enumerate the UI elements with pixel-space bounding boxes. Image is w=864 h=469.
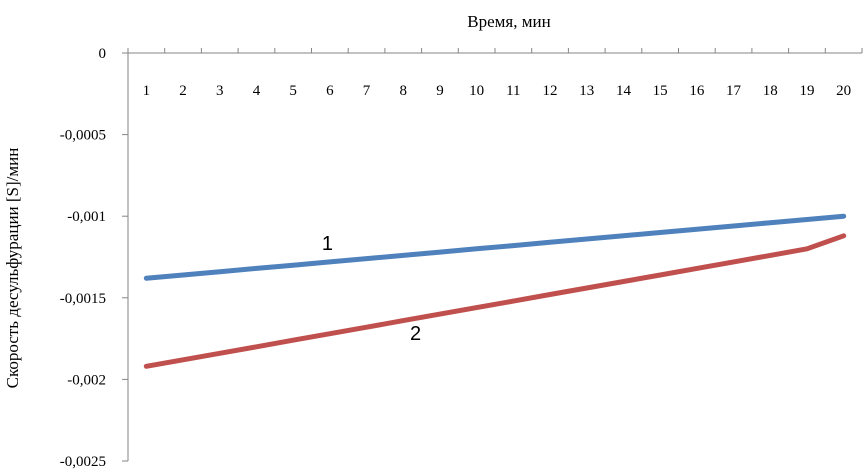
x-axis-ticks: 1 2 3 4 5 6 7 8 9 10 11 12 13 14 15 16 17 18 19 20 [127, 48, 863, 99]
x-tick-label: 16 [689, 83, 705, 99]
y-axis-title: Скорость десульфурации [S]/мин [3, 148, 22, 389]
y-tick-label: -0,0015 [60, 291, 106, 307]
x-tick-label: 12 [543, 83, 558, 99]
y-tick-label: -0,002 [67, 372, 106, 388]
x-tick-label: 7 [363, 83, 371, 99]
x-tick-label: 6 [326, 83, 334, 99]
series-lines [143, 213, 847, 369]
curve-labels: 12 [322, 233, 421, 345]
y-axis-ticks: 0 -0,0005 -0,001 -0,0015 -0,002 -0,0025 [60, 46, 128, 469]
x-tick-label: 9 [436, 83, 444, 99]
series-line-2 [143, 233, 847, 369]
x-tick-label: 13 [579, 83, 594, 99]
x-tick-label: 14 [616, 83, 632, 99]
x-tick-label: 4 [253, 83, 261, 99]
y-tick-label: 0 [99, 46, 107, 62]
x-tick-label: 3 [216, 83, 224, 99]
series-line-1 [143, 213, 847, 281]
x-tick-label: 2 [179, 83, 187, 99]
curve-label-1: 1 [322, 233, 333, 255]
curve-label-2: 2 [410, 323, 421, 345]
x-axis-title: Время, мин [467, 12, 550, 31]
x-tick-label: 19 [799, 83, 814, 99]
y-tick-label: -0,0025 [60, 454, 106, 469]
x-tick-label: 1 [143, 83, 151, 99]
x-tick-label: 15 [653, 83, 668, 99]
y-tick-label: -0,0005 [60, 128, 106, 144]
x-tick-label: 10 [469, 83, 484, 99]
x-tick-label: 17 [726, 83, 742, 99]
x-tick-label: 11 [506, 83, 520, 99]
y-tick-label: -0,001 [67, 209, 106, 225]
x-tick-label: 18 [763, 83, 778, 99]
x-tick-label: 5 [289, 83, 297, 99]
x-tick-label: 20 [836, 83, 851, 99]
x-tick-label: 8 [400, 83, 408, 99]
